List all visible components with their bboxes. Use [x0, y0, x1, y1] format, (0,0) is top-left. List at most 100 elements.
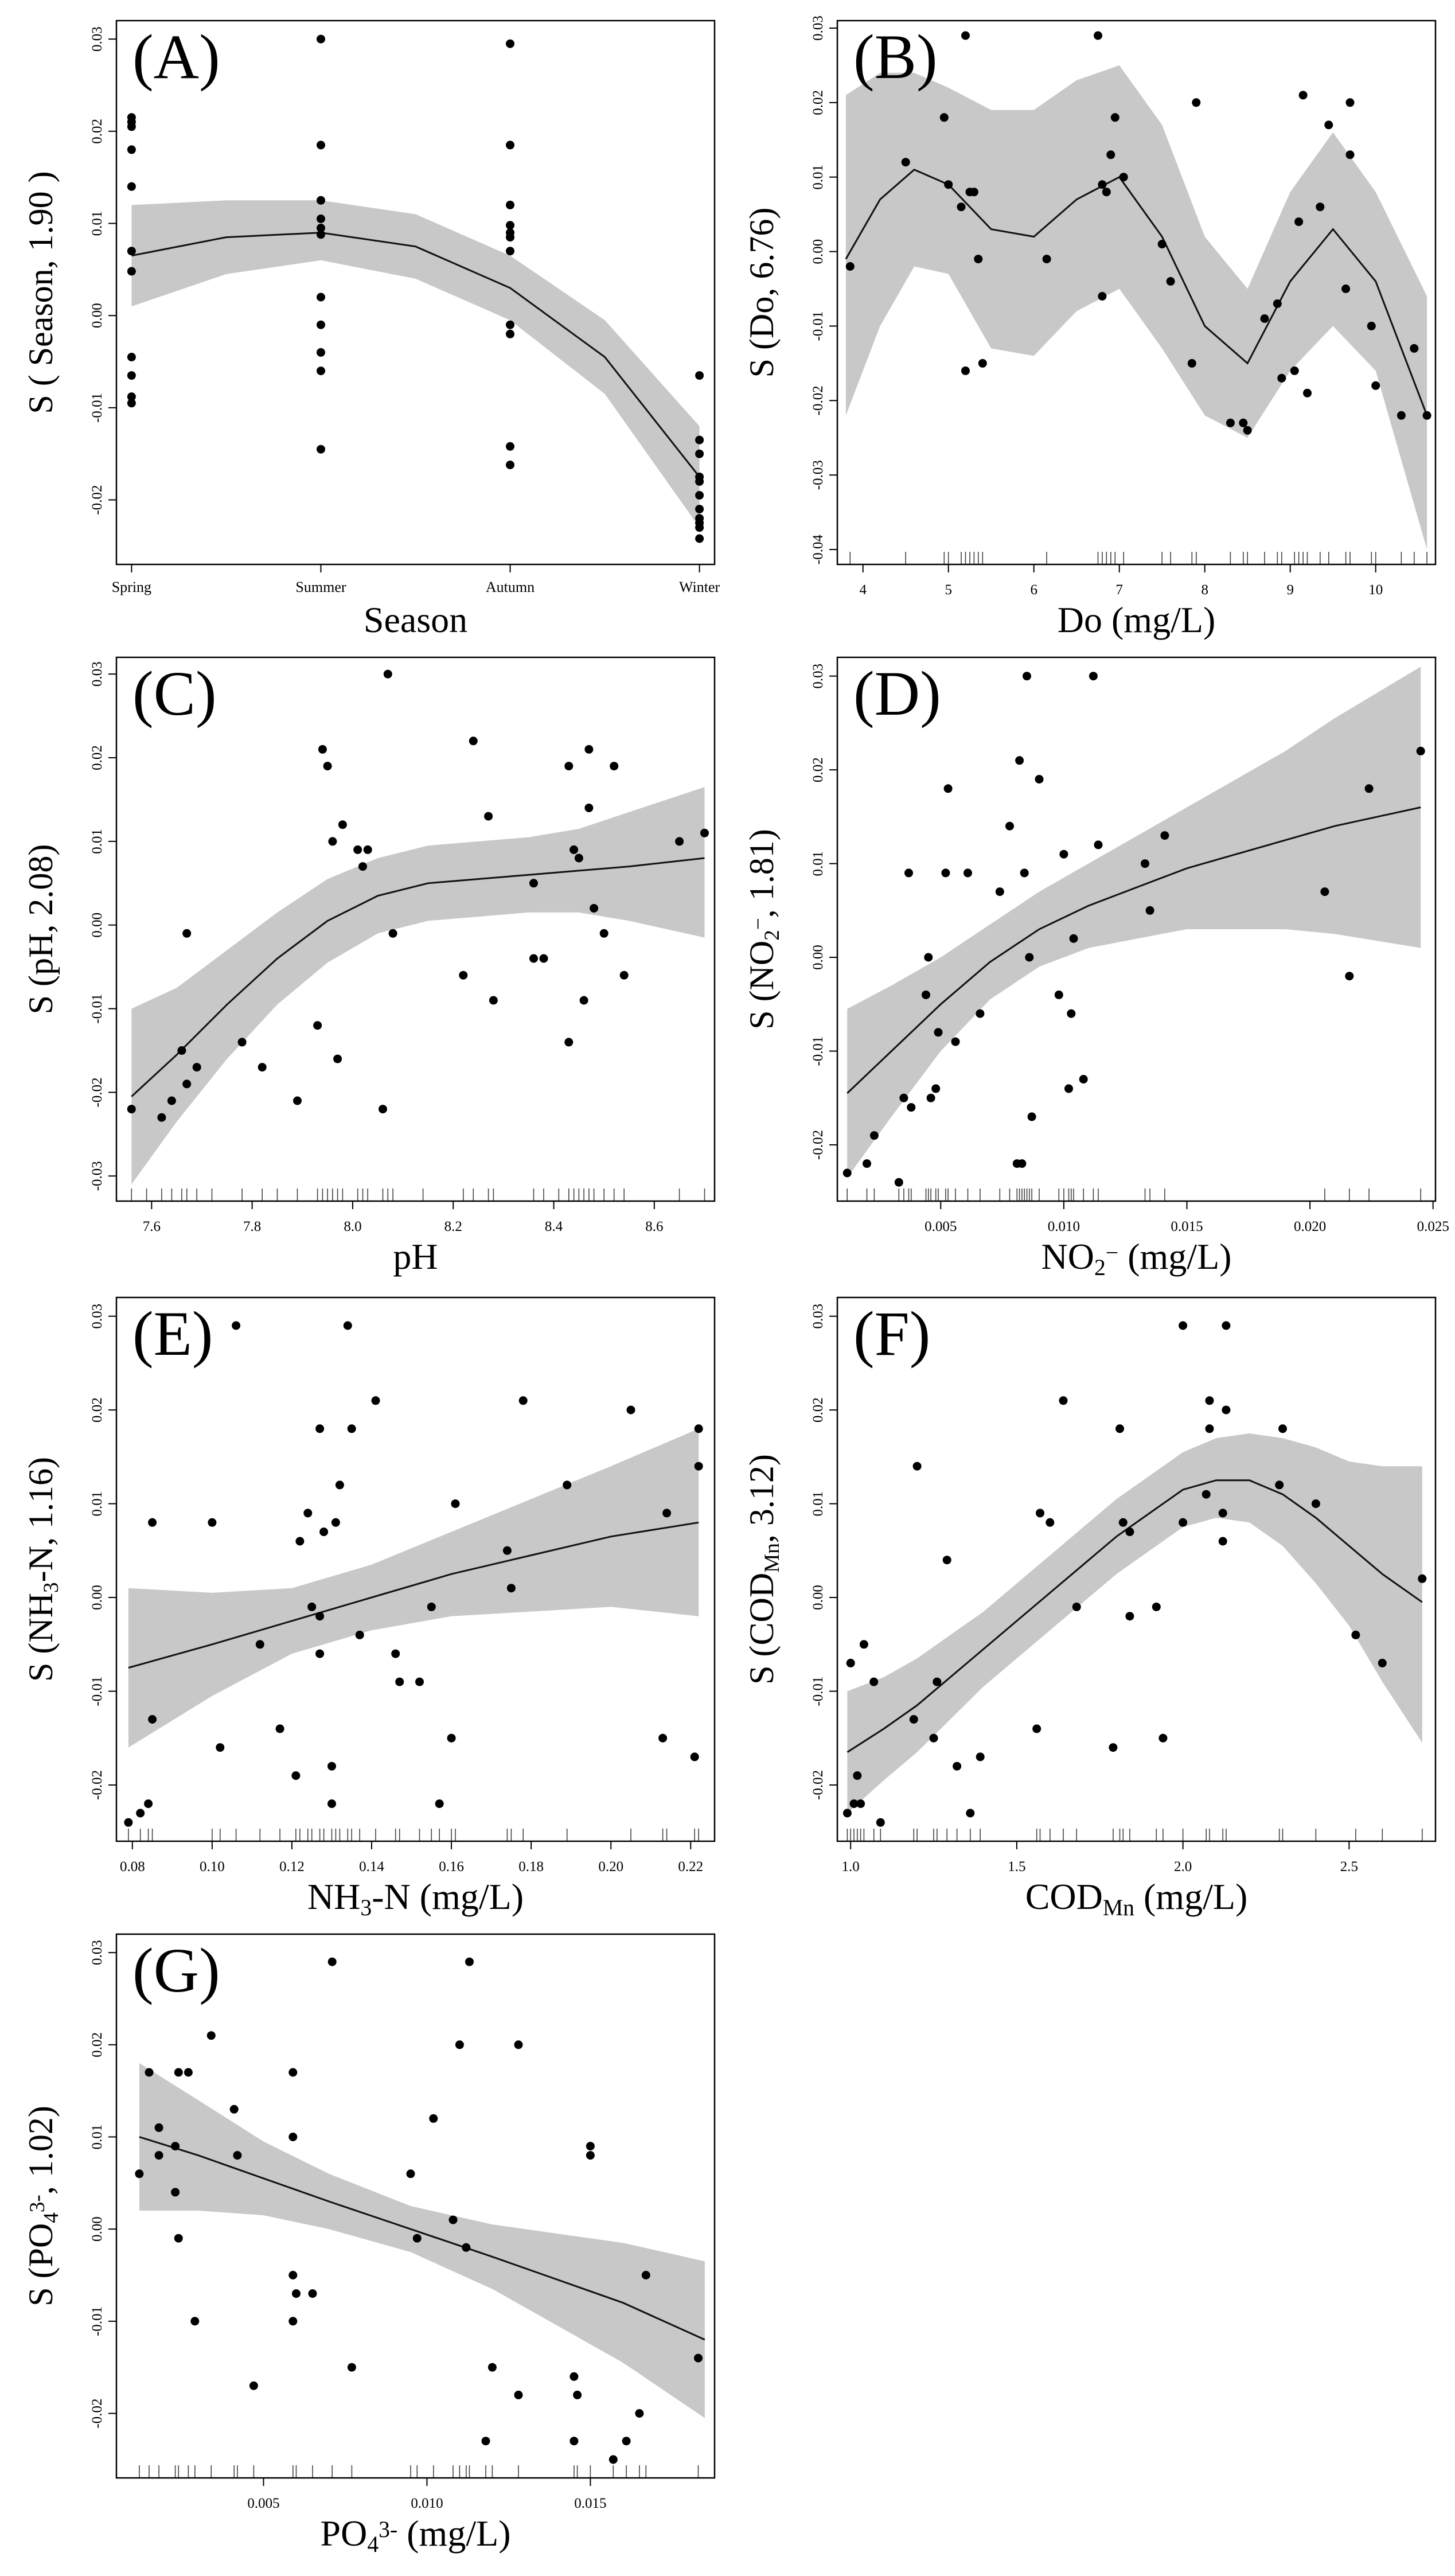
- data-point: [846, 1658, 855, 1667]
- panel-label: (A): [132, 22, 220, 92]
- data-point: [363, 845, 372, 854]
- data-point: [569, 845, 579, 854]
- x-tick-label: 0.005: [925, 1219, 957, 1234]
- data-point: [127, 145, 136, 154]
- data-point: [291, 1771, 301, 1780]
- data-point: [1125, 1527, 1134, 1537]
- y-tick-label: -0.01: [89, 393, 105, 423]
- data-point: [514, 2040, 523, 2049]
- x-tick-label: Summer: [295, 579, 346, 595]
- x-tick-label: 4: [859, 582, 867, 598]
- data-point: [127, 371, 136, 380]
- plot-frame: [115, 20, 716, 566]
- x-tick-label: 0.10: [200, 1859, 225, 1874]
- y-axis-title: S (PO43-, 1.02): [22, 2106, 63, 2306]
- data-point: [859, 1640, 868, 1649]
- data-point: [383, 669, 392, 679]
- data-point: [1205, 1424, 1214, 1433]
- data-point: [1418, 1574, 1427, 1583]
- data-point: [1046, 1518, 1055, 1527]
- smooth-line: [847, 1479, 1423, 1753]
- data-point: [229, 2105, 239, 2114]
- y-tick-label: -0.04: [810, 534, 826, 564]
- data-point: [842, 1168, 852, 1178]
- panel-label: (C): [132, 658, 217, 728]
- data-point: [148, 1518, 157, 1527]
- data-point: [1397, 411, 1406, 420]
- data-point: [961, 31, 970, 40]
- y-tick-label: 0.00: [810, 945, 826, 970]
- data-point: [626, 1405, 635, 1414]
- data-point: [136, 1809, 145, 1818]
- x-tick-label: 0.12: [279, 1859, 305, 1874]
- panel-b: -0.04 -0.03 -0.02 -0.01 0.00 0.01 0.02 0.03 4 5 6 7…: [743, 15, 1437, 640]
- y-tick-label: -0.02: [89, 485, 105, 515]
- data-point: [258, 1063, 267, 1072]
- data-point: [295, 1537, 305, 1546]
- data-point: [447, 1733, 456, 1743]
- data-point: [506, 461, 514, 469]
- data-point: [333, 1054, 342, 1063]
- data-point: [518, 1396, 528, 1405]
- data-point: [1166, 277, 1175, 286]
- data-point: [1059, 849, 1068, 859]
- data-point: [455, 2040, 464, 2049]
- data-point: [1017, 1159, 1027, 1168]
- data-point: [690, 1752, 699, 1761]
- x-tick-label: 8.4: [545, 1219, 563, 1234]
- y-tick-label: 0.02: [89, 745, 105, 770]
- y-tick-label: 0.01: [810, 851, 826, 876]
- data-point: [1015, 756, 1024, 765]
- data-point: [635, 2409, 644, 2418]
- data-point: [347, 2363, 356, 2372]
- data-point: [622, 2437, 631, 2446]
- data-point: [1102, 188, 1111, 197]
- panel-label: (F): [853, 1299, 930, 1369]
- data-point: [182, 1079, 192, 1089]
- x-tick-label: 5: [945, 582, 952, 598]
- smooth-line: [847, 806, 1421, 1094]
- data-point: [1064, 1084, 1073, 1093]
- data-point: [127, 182, 136, 191]
- panel-d: -0.02 -0.01 0.00 0.01 0.02 0.03 0.005 0.010 0.01…: [743, 656, 1449, 1280]
- x-tick-label: 1.0: [842, 1859, 860, 1874]
- panel-label: (G): [132, 1935, 220, 2005]
- data-point: [1106, 150, 1115, 159]
- data-point: [233, 2151, 242, 2160]
- data-point: [1205, 1396, 1214, 1405]
- x-tick-label: 0.16: [439, 1859, 464, 1874]
- data-point: [695, 505, 704, 514]
- data-point: [1192, 98, 1201, 107]
- data-point: [174, 2234, 183, 2243]
- data-point: [335, 1480, 344, 1490]
- data-point: [148, 1715, 157, 1724]
- data-point: [154, 2123, 163, 2132]
- data-point: [700, 828, 709, 837]
- data-point: [619, 971, 629, 980]
- data-point: [427, 1602, 436, 1611]
- smooth-line: [139, 2136, 705, 2341]
- confidence-band: [139, 2063, 705, 2418]
- data-point: [182, 929, 192, 938]
- data-point: [288, 2317, 298, 2326]
- y-axis-title: S (pH, 2.08): [22, 844, 60, 1015]
- data-point: [1218, 1509, 1227, 1518]
- plot-frame: [836, 656, 1437, 1202]
- data-point: [1320, 887, 1329, 897]
- data-point: [907, 1103, 916, 1112]
- confidence-band: [845, 65, 1427, 550]
- data-point: [184, 2068, 193, 2077]
- x-axis-title: NH3-N (mg/L): [307, 1876, 524, 1920]
- data-point: [1110, 113, 1119, 122]
- y-tick-label: -0.02: [810, 385, 826, 415]
- data-point: [353, 845, 362, 854]
- data-point: [1345, 150, 1355, 159]
- x-tick-label: 8.6: [645, 1219, 663, 1234]
- data-point: [863, 1159, 871, 1168]
- y-axis-title: S (NO2−, 1.81): [743, 829, 784, 1030]
- data-point: [1109, 1743, 1118, 1752]
- data-point: [1054, 990, 1063, 999]
- data-point: [586, 2142, 595, 2151]
- data-point: [1027, 1112, 1036, 1121]
